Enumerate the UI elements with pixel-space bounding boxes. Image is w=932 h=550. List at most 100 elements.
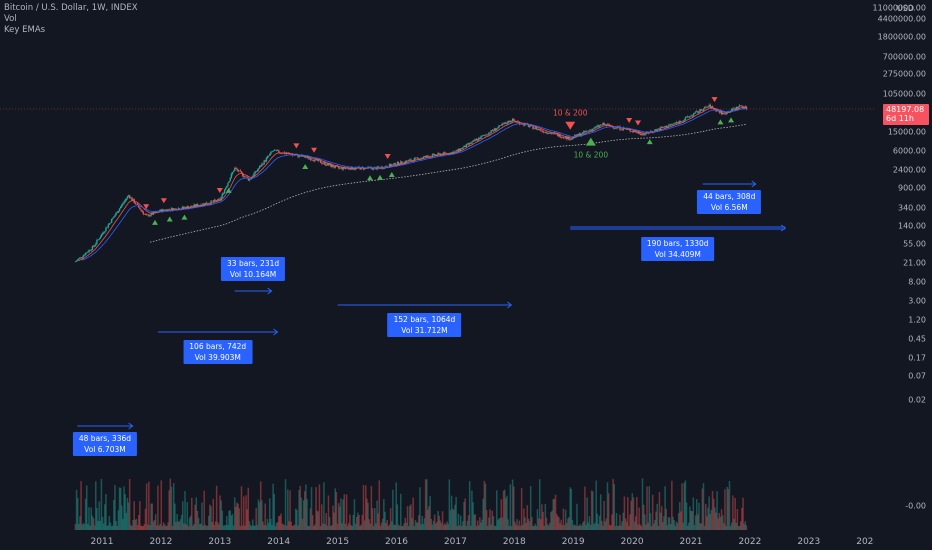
volume-bar <box>137 515 140 530</box>
time-tick-label: 2021 <box>680 537 703 547</box>
candle <box>105 226 107 232</box>
candle-body <box>92 246 95 247</box>
volume-bar <box>482 498 484 530</box>
candle-body <box>476 139 479 141</box>
volume-bar <box>592 491 594 530</box>
candle-body <box>177 208 179 210</box>
candle-body <box>531 125 533 126</box>
volume-bar <box>227 524 229 530</box>
volume-bar <box>368 519 370 530</box>
candle-body <box>495 128 497 131</box>
volume-bar <box>177 521 179 530</box>
candle-body <box>532 125 534 129</box>
volume-bar <box>477 525 480 530</box>
candle-body <box>301 155 304 157</box>
volume-bar <box>589 524 592 530</box>
range-info-box[interactable]: 190 bars, 1330d Vol 34.409M <box>640 237 715 261</box>
candle <box>275 149 278 152</box>
volume-bar <box>128 478 131 530</box>
candle-body <box>154 211 157 213</box>
candle-body <box>665 125 667 128</box>
candle <box>264 159 266 163</box>
candle-body <box>702 108 705 111</box>
volume-bar <box>622 512 625 530</box>
volume-bar <box>398 525 401 530</box>
candle <box>415 157 418 159</box>
candle <box>663 126 665 129</box>
candle <box>248 178 251 182</box>
range-info-box[interactable]: 106 bars, 742d Vol 39.903M <box>183 340 253 364</box>
candle <box>119 205 122 209</box>
candle-body <box>432 153 435 155</box>
candle <box>696 109 698 112</box>
candle <box>662 125 664 128</box>
candle-body <box>491 130 494 131</box>
candle <box>86 252 88 254</box>
range-info-box[interactable]: 33 bars, 231d Vol 10.164M <box>221 257 286 281</box>
candle-body <box>471 141 473 144</box>
price-axis[interactable]: USD 11000000.00 4400000.00 1800000.00 70000… <box>873 0 932 550</box>
volume-bar <box>236 502 238 530</box>
candle-body <box>93 245 96 247</box>
candle <box>630 131 632 132</box>
volume-bar <box>737 525 740 530</box>
candle <box>533 127 535 130</box>
volume-bar <box>586 497 588 530</box>
volume-bar <box>525 523 527 530</box>
candle <box>270 151 272 156</box>
candle <box>228 180 230 183</box>
candle <box>393 162 395 165</box>
volume-indicator-label[interactable]: Vol <box>4 14 17 24</box>
volume-bar <box>353 499 356 530</box>
volume-bar <box>615 513 618 530</box>
candle <box>471 140 473 145</box>
volume-bar <box>541 504 543 530</box>
candle-body <box>549 132 551 134</box>
volume-bar <box>486 525 489 530</box>
range-info-box[interactable]: 44 bars, 308d Vol 6.56M <box>697 190 762 214</box>
candle <box>498 125 500 128</box>
volume-bar <box>590 490 593 530</box>
volume-bar <box>732 495 734 530</box>
candle-body <box>437 153 439 156</box>
ema-indicator-label[interactable]: Key EMAs <box>4 25 46 35</box>
volume-bar <box>116 525 118 530</box>
volume-bar <box>680 511 682 530</box>
volume-bar <box>300 497 303 530</box>
candle <box>639 132 641 136</box>
volume-bar <box>259 481 262 530</box>
candle-body <box>265 157 268 162</box>
price-tick-label: 15000.00 <box>887 127 926 137</box>
candle-body <box>692 113 695 116</box>
volume-bar <box>93 525 96 530</box>
volume-bar <box>327 495 330 530</box>
bullish-cross-marker <box>717 119 724 125</box>
volume-bar <box>153 519 156 530</box>
symbol-title[interactable]: Bitcoin / U.S. Dollar, 1W, INDEX <box>4 3 138 13</box>
price-tick-label: 21.00 <box>903 258 926 268</box>
candle-body <box>145 214 148 216</box>
candle-body <box>317 159 320 161</box>
volume-bar <box>410 504 412 530</box>
candle-body <box>304 155 306 158</box>
range-info-box[interactable]: 48 bars, 336d Vol 6.703M <box>72 432 137 456</box>
candle <box>99 235 102 239</box>
candle-body <box>668 124 671 126</box>
volume-bar <box>372 525 375 530</box>
candle-body <box>142 211 144 214</box>
volume-bar <box>377 513 379 530</box>
volume-bar <box>150 503 152 530</box>
volume-bar <box>207 515 210 530</box>
candle-body <box>740 105 742 107</box>
candle-body <box>628 129 630 130</box>
volume-bar <box>688 522 690 530</box>
candle-body <box>713 108 715 110</box>
volume-bar <box>383 499 385 530</box>
range-info-box[interactable]: 152 bars, 1064d Vol 31.712M <box>387 313 462 337</box>
candle-body <box>131 197 133 201</box>
candle <box>126 195 129 200</box>
candle-body <box>121 204 123 207</box>
volume-bar <box>644 514 646 530</box>
candle-body <box>170 208 173 211</box>
